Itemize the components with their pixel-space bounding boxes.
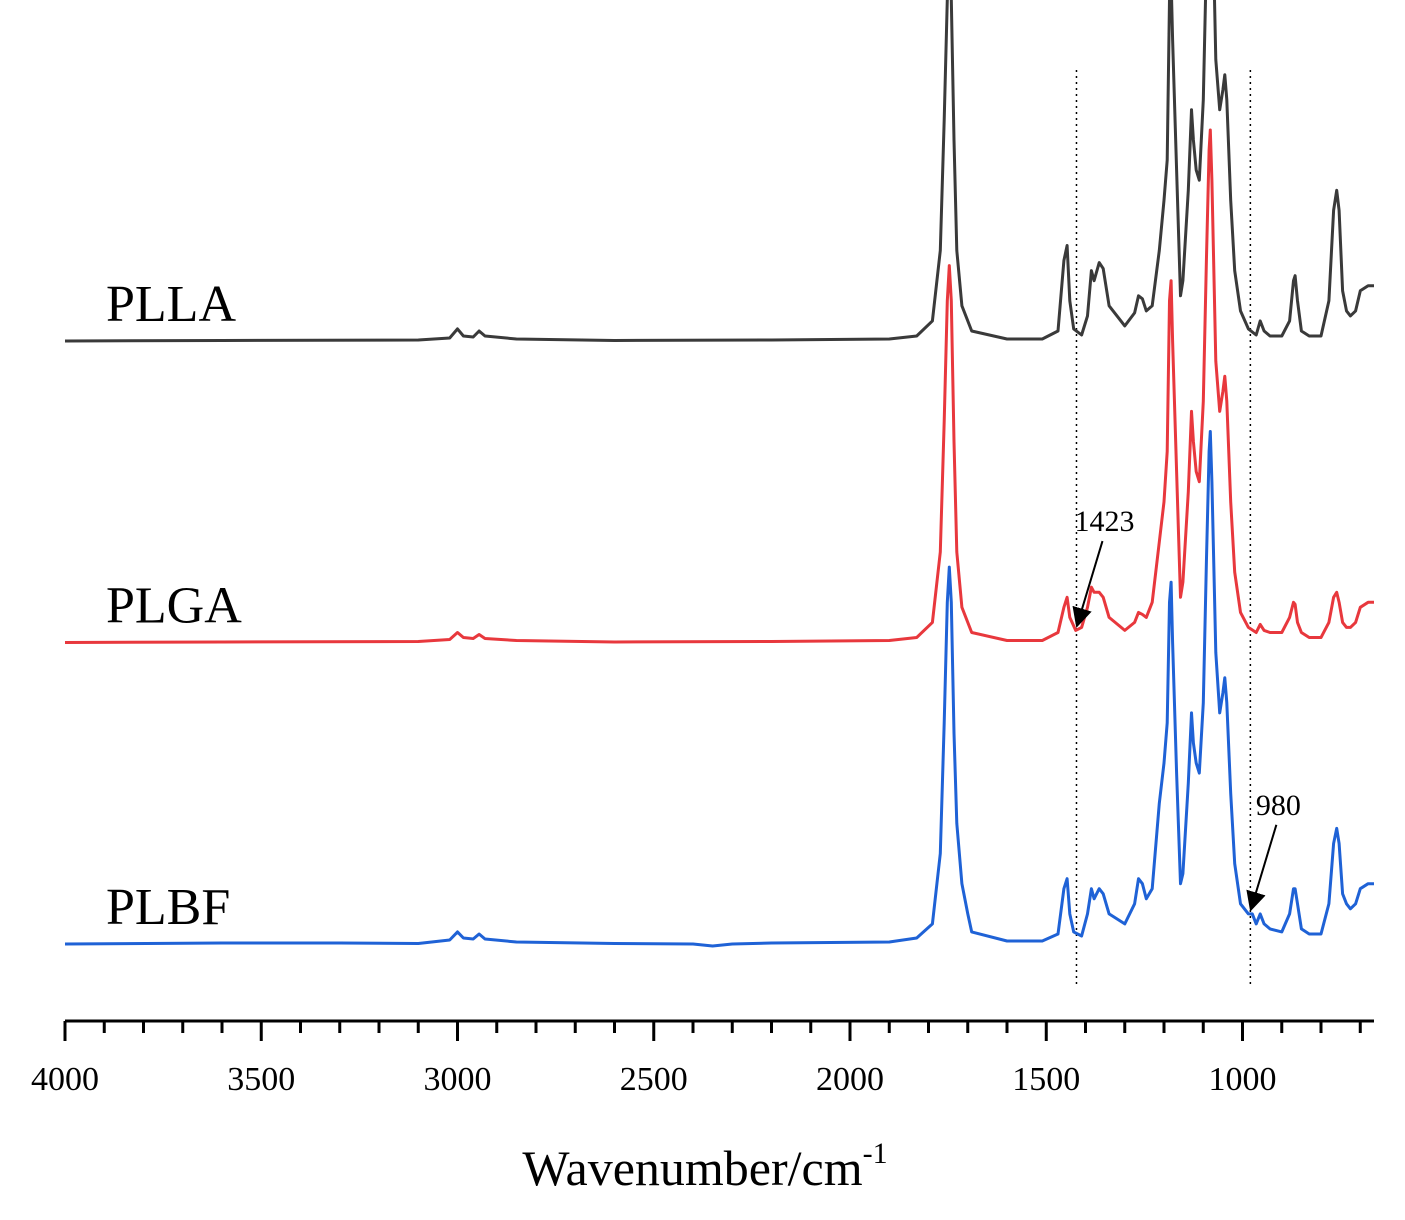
tick-label-2000: 2000: [816, 1061, 884, 1098]
tick-label-4000: 4000: [31, 1061, 99, 1098]
annotation-arrow-1423: [1072, 540, 1104, 628]
annotation-1423: 1423: [1074, 505, 1134, 538]
series-line-plbf: [64, 430, 1374, 948]
series-label-plla: PLLA: [106, 276, 236, 333]
annotation-980: 980: [1256, 789, 1301, 822]
series-line-plga: [64, 128, 1374, 644]
tick-label-3000: 3000: [424, 1061, 492, 1098]
series-line-plla: [64, 0, 1374, 343]
tick-label-1500: 1500: [1012, 1061, 1080, 1098]
tick-label-1000: 1000: [1209, 1061, 1277, 1098]
series-label-plbf: PLBF: [106, 879, 230, 936]
x-axis-title: Wavenumber/cm-1: [522, 1137, 887, 1196]
tick-label-3500: 3500: [227, 1061, 295, 1098]
annotation-arrow-980: [1246, 824, 1278, 912]
tick-label-2500: 2500: [620, 1061, 688, 1098]
series-label-plga: PLGA: [106, 578, 242, 635]
